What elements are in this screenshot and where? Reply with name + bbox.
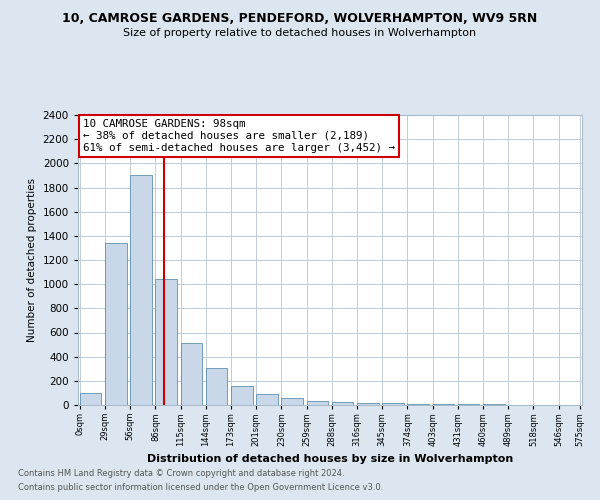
Bar — [130, 176, 152, 405]
Y-axis label: Number of detached properties: Number of detached properties — [27, 178, 37, 342]
Bar — [407, 404, 429, 405]
Text: 10 CAMROSE GARDENS: 98sqm
← 38% of detached houses are smaller (2,189)
61% of se: 10 CAMROSE GARDENS: 98sqm ← 38% of detac… — [83, 120, 395, 152]
Bar — [281, 398, 303, 405]
Bar — [332, 402, 353, 405]
Bar — [206, 368, 227, 405]
Text: Contains public sector information licensed under the Open Government Licence v3: Contains public sector information licen… — [18, 484, 383, 492]
Bar — [433, 404, 454, 405]
Text: Contains HM Land Registry data © Crown copyright and database right 2024.: Contains HM Land Registry data © Crown c… — [18, 468, 344, 477]
Bar — [105, 243, 127, 405]
Text: 10, CAMROSE GARDENS, PENDEFORD, WOLVERHAMPTON, WV9 5RN: 10, CAMROSE GARDENS, PENDEFORD, WOLVERHA… — [62, 12, 538, 26]
Bar — [231, 386, 253, 405]
Bar — [80, 393, 101, 405]
Bar — [382, 404, 404, 405]
Bar — [357, 403, 379, 405]
Text: Size of property relative to detached houses in Wolverhampton: Size of property relative to detached ho… — [124, 28, 476, 38]
Bar — [256, 394, 278, 405]
Bar — [181, 344, 202, 405]
Bar — [307, 401, 328, 405]
X-axis label: Distribution of detached houses by size in Wolverhampton: Distribution of detached houses by size … — [147, 454, 513, 464]
Bar — [458, 404, 479, 405]
Bar — [155, 280, 177, 405]
Bar — [483, 404, 505, 405]
